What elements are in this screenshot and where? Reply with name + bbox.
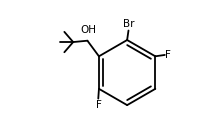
Text: Br: Br (124, 19, 135, 29)
Text: F: F (96, 100, 102, 110)
Text: F: F (166, 50, 171, 60)
Text: OH: OH (80, 25, 96, 35)
